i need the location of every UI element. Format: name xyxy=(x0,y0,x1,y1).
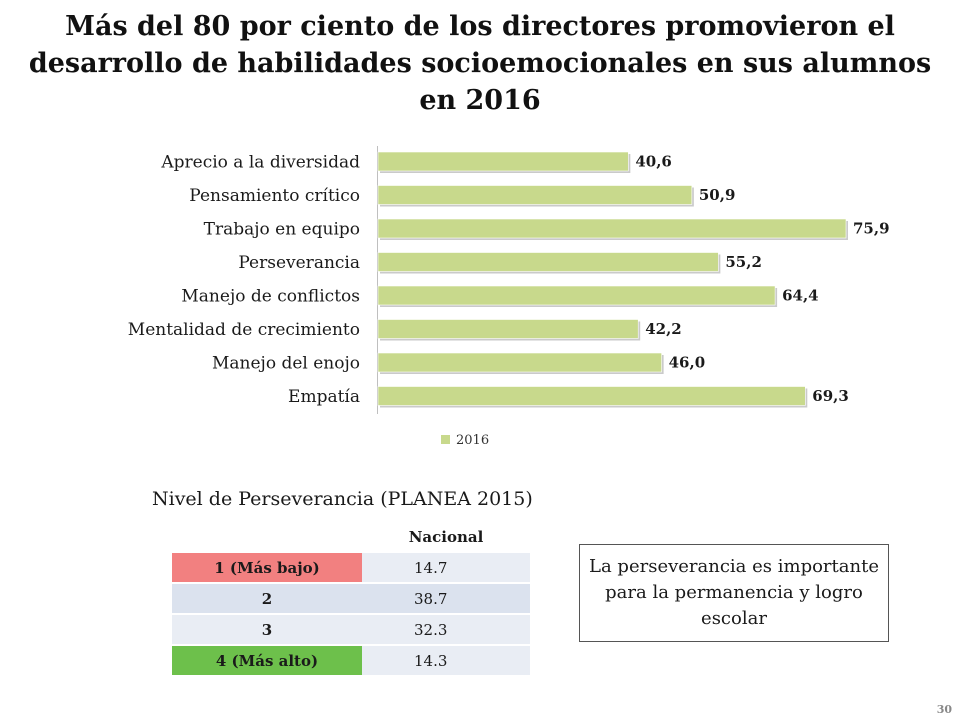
note-text: La perseverancia es importante para la p… xyxy=(589,556,879,629)
table-header-row: Nacional xyxy=(172,522,530,553)
bar xyxy=(377,386,806,406)
table-row: 2 38.7 xyxy=(172,583,530,615)
bar-chart: Aprecio a la diversidad 40,6 Pensamiento c… xyxy=(128,146,890,448)
table-caption: Nivel de Perseverancia (PLANEA 2015) xyxy=(152,488,533,510)
level-cell: 3 xyxy=(172,614,362,646)
header-empty-cell xyxy=(172,522,362,553)
bar xyxy=(377,151,629,172)
value-cell: 38.7 xyxy=(362,583,530,615)
legend-label-2016: 2016 xyxy=(456,433,489,448)
category-label: Mentalidad de crecimiento xyxy=(128,320,360,340)
category-label: Pensamiento crítico xyxy=(189,186,360,206)
data-label: 42,2 xyxy=(645,320,682,338)
category-label: Empatía xyxy=(288,387,360,407)
value-cell: 14.3 xyxy=(362,645,530,677)
table-row: 3 32.3 xyxy=(172,614,530,646)
category-label: Perseverancia xyxy=(238,253,360,273)
data-label: 64,4 xyxy=(782,287,819,305)
category-label: Manejo del enojo xyxy=(212,354,360,374)
page-number: 30 xyxy=(936,703,952,716)
note-box: La perseverancia es importante para la p… xyxy=(579,544,889,642)
header-nacional: Nacional xyxy=(362,522,530,553)
legend: 2016 xyxy=(441,433,489,448)
table-row: 1 (Más bajo) 14.7 xyxy=(172,552,530,584)
data-label: 46,0 xyxy=(669,354,706,372)
value-cell: 14.7 xyxy=(362,552,530,584)
bar xyxy=(377,285,776,306)
bar xyxy=(377,185,693,205)
data-label: 55,2 xyxy=(725,253,762,271)
bar xyxy=(377,352,662,373)
value-cell: 32.3 xyxy=(362,614,530,646)
bar xyxy=(377,218,847,239)
slide-title: Más del 80 por ciento de los directores … xyxy=(28,11,932,116)
level-cell: 1 (Más bajo) xyxy=(172,552,362,584)
data-label: 40,6 xyxy=(635,153,672,171)
level-cell: 4 (Más alto) xyxy=(172,645,362,677)
bar xyxy=(377,252,719,272)
bar xyxy=(377,319,639,339)
category-label: Manejo de conflictos xyxy=(181,287,360,307)
bars-layer: Aprecio a la diversidad 40,6 Pensamiento c… xyxy=(128,146,890,414)
level-cell: 2 xyxy=(172,583,362,615)
legend-swatch-2016 xyxy=(441,435,450,444)
perseverance-table: Nacional 1 (Más bajo) 14.7 2 38.7 3 32.3 4 (Má… xyxy=(172,522,530,677)
table-row: 4 (Más alto) 14.3 xyxy=(172,645,530,677)
category-label: Trabajo en equipo xyxy=(204,220,360,240)
data-label: 69,3 xyxy=(812,387,849,405)
category-label: Aprecio a la diversidad xyxy=(160,153,360,173)
data-label: 75,9 xyxy=(853,220,890,238)
data-label: 50,9 xyxy=(699,186,736,204)
